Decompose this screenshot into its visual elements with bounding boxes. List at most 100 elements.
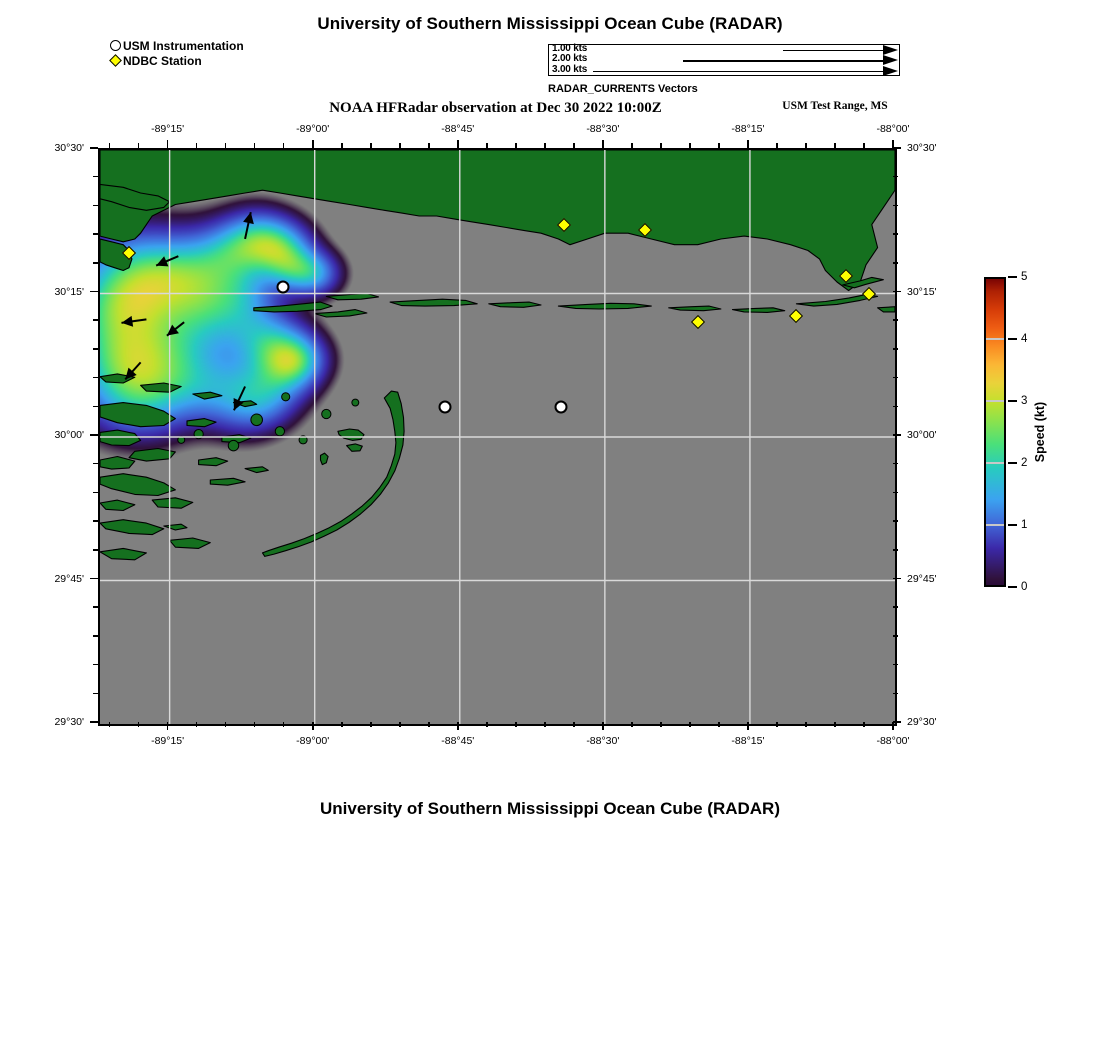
delta-marsh [186, 418, 217, 428]
delta-marsh [140, 382, 182, 393]
axis-tick-top [747, 140, 749, 148]
delta-marsh [100, 499, 136, 512]
bay-st-louis-shore [100, 238, 133, 272]
current-vector-arrow [124, 361, 142, 381]
vector-arrowhead-icon [883, 45, 898, 55]
lat-label-left: 30°00' [54, 429, 84, 441]
marker-legend: USM Instrumentation NDBC Station [109, 38, 244, 68]
lon-label-top: -88°00' [876, 123, 910, 135]
petit-bois-island [668, 305, 722, 312]
ndbc-station-marker[interactable] [121, 246, 137, 261]
lat-label-left: 30°15' [54, 285, 84, 298]
islet [274, 426, 286, 437]
delta-marsh [100, 373, 136, 384]
vector-arrowhead-icon [883, 65, 898, 76]
lat-label-left: 29°30' [54, 716, 84, 728]
circle-marker-icon [110, 40, 121, 51]
lon-label-bottom: -88°15' [731, 735, 765, 747]
axis-tick-top [456, 140, 459, 148]
dauphin-island-far-east [877, 306, 895, 313]
ndbc-station-marker[interactable] [838, 269, 853, 284]
lat-label-left: 30°30' [54, 142, 84, 154]
map-plot-area[interactable] [98, 148, 897, 726]
vector-scale-label: 3.00 kts [552, 63, 588, 75]
delta-marsh [244, 466, 269, 474]
ndbc-station-marker[interactable] [557, 217, 572, 232]
colorbar-inner-tick [986, 400, 1004, 402]
axis-tick-top [311, 140, 314, 148]
vector-scale-row: 2.00 kts [549, 53, 899, 66]
usm-instrumentation-marker[interactable] [554, 400, 568, 414]
lon-label-bottom: -88°00' [876, 735, 910, 747]
delta-marsh [100, 547, 147, 561]
vector-arrowhead-icon [883, 55, 898, 66]
chandeleur-islands [261, 390, 405, 557]
mainland-coast [100, 150, 895, 292]
axis-tick-top [602, 140, 604, 148]
colorbar-inner-tick [986, 524, 1004, 526]
colorbar-tick [1008, 338, 1017, 340]
axis-tick-left [90, 147, 98, 149]
chandeleur-inner-isle-2 [346, 443, 363, 452]
axis-tick-left [90, 290, 98, 293]
axis-tick-left [90, 434, 98, 436]
ndbc-station-marker[interactable] [690, 315, 705, 330]
axis-tick-left [90, 721, 98, 723]
cat-island-north [325, 292, 380, 301]
cat-island [253, 301, 333, 313]
lon-label-bottom: -89°00' [296, 735, 330, 747]
lon-label-top: -89°15' [151, 123, 185, 135]
colorbar-tick [1008, 462, 1017, 464]
cat-island-spur [314, 309, 368, 318]
vector-scale-label: 2.00 kts [552, 53, 588, 65]
colorbar-tick-label: 5 [1021, 271, 1028, 283]
delta-marsh [100, 519, 165, 536]
vector-scale-row: 3.00 kts [549, 63, 899, 76]
lat-label-right: 30°15' [907, 285, 937, 298]
colorbar-inner-tick [986, 462, 1004, 464]
islet [227, 439, 240, 452]
delta-marsh [151, 497, 194, 509]
legend-item-ndbc: NDBC Station [109, 53, 244, 68]
ndbc-station-marker[interactable] [861, 286, 876, 301]
colorbar-tick-label: 3 [1021, 395, 1028, 407]
lat-label-left: 29°45' [54, 572, 84, 585]
current-vector-arrow [155, 255, 179, 267]
delta-marsh [192, 391, 223, 400]
page-title: University of Southern Mississippi Ocean… [317, 14, 783, 33]
lat-label-right: 29°30' [907, 716, 937, 728]
delta-marsh [100, 455, 136, 470]
legend-item-usm: USM Instrumentation [110, 38, 244, 53]
current-vector-arrow [233, 386, 246, 411]
delta-marsh [209, 477, 246, 486]
region-label: USM Test Range, MS [782, 100, 888, 112]
usm-instrumentation-marker[interactable] [438, 400, 452, 414]
islet [321, 408, 332, 420]
vector-shaft [783, 50, 883, 52]
axis-tick-left [90, 577, 98, 580]
lon-label-top: -88°30' [586, 123, 620, 135]
delta-marsh [198, 457, 229, 467]
usm-instrumentation-marker[interactable] [276, 280, 290, 294]
islet [281, 392, 291, 402]
observation-subtitle: NOAA HFRadar observation at Dec 30 2022 … [329, 100, 662, 116]
coastline-layer [100, 150, 895, 724]
lon-label-bottom: -88°45' [441, 735, 475, 747]
diamond-marker-icon [109, 54, 122, 67]
vector-scale-legend: 1.00 kts 2.00 kts 3.00 kts [548, 44, 900, 76]
colorbar-tick [1008, 276, 1017, 278]
speed-colorbar [984, 277, 1006, 587]
colorbar-tick-label: 4 [1021, 333, 1028, 345]
ndbc-station-marker[interactable] [638, 223, 653, 238]
delta-marsh [169, 537, 211, 549]
louisiana-marsh-north [100, 183, 171, 211]
ship-island [389, 298, 478, 307]
vector-shaft [683, 60, 883, 62]
dauphin-island-north [842, 276, 884, 289]
colorbar-tick [1008, 586, 1017, 588]
lon-label-top: -88°15' [731, 123, 765, 135]
legend-label-usm: USM Instrumentation [123, 38, 244, 53]
current-vector-arrow [243, 211, 254, 240]
ndbc-station-marker[interactable] [789, 309, 804, 324]
colorbar-title: Speed (kt) [1033, 401, 1047, 463]
